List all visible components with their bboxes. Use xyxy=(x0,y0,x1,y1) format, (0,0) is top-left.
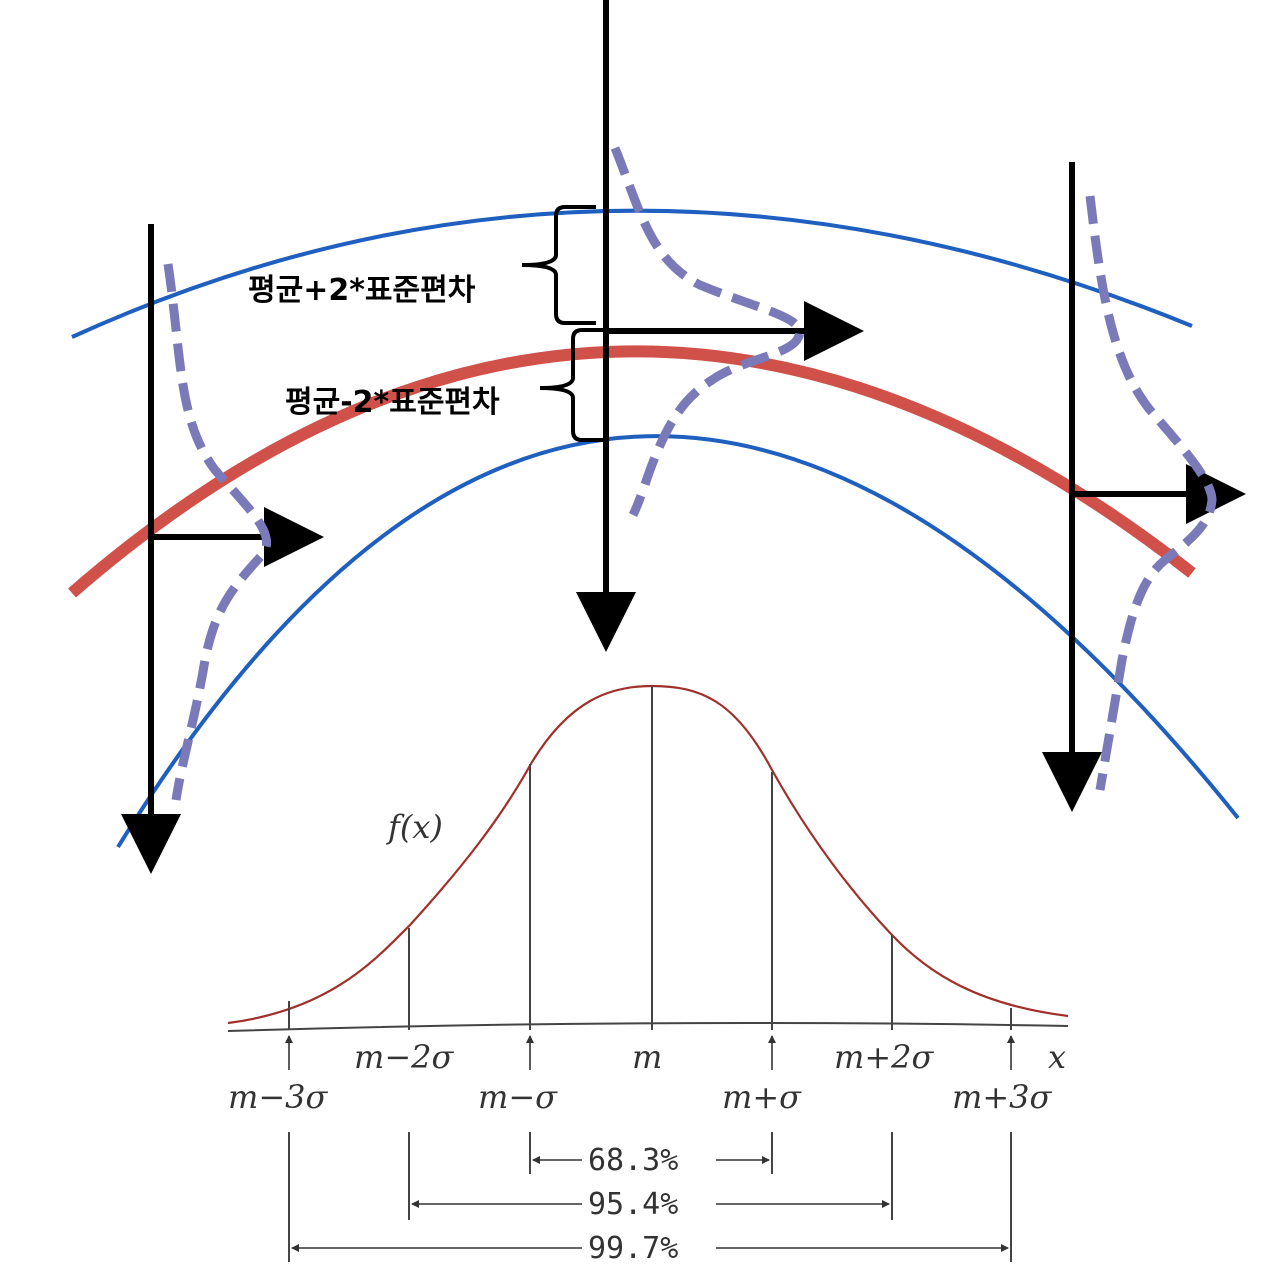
upper-brace xyxy=(521,205,596,325)
right-density-curve xyxy=(1085,195,1217,791)
x-axis-label: x xyxy=(1048,1038,1066,1076)
bell-curve-diagram: f(x) x m−2σ m m+2σ m−3σ m−σ m+σ m+3σ 68.… xyxy=(227,684,1069,1266)
range-99-label: 99.7% xyxy=(588,1231,678,1266)
tick-m-plus-3s: m+3σ xyxy=(952,1078,1053,1116)
tick-m-plus-2s: m+2σ xyxy=(834,1038,935,1076)
tick-m: m xyxy=(632,1038,662,1076)
tick-m-minus-s: m−σ xyxy=(478,1078,558,1116)
function-label: f(x) xyxy=(386,808,443,846)
tick-m-plus-s: m+σ xyxy=(722,1078,802,1116)
range-95-label: 95.4% xyxy=(588,1187,678,1222)
lower-band-curve xyxy=(116,434,1240,849)
tick-m-minus-2s: m−2σ xyxy=(354,1038,455,1076)
lower-band-label: 평균-2*표준편차 xyxy=(285,385,500,420)
left-density-curve xyxy=(163,263,272,801)
center-density-curve xyxy=(610,146,805,518)
band-diagram: 평균+2*표준편차 평균-2*표준편차 xyxy=(68,0,1246,874)
bell-curve xyxy=(227,684,1069,1025)
x-axis-line xyxy=(227,1021,1069,1032)
range-68-label: 68.3% xyxy=(588,1143,678,1178)
mean-curve xyxy=(68,345,1196,598)
upper-band-curve xyxy=(71,208,1193,339)
upper-band-label: 평균+2*표준편차 xyxy=(248,273,476,308)
tick-m-minus-3s: m−3σ xyxy=(228,1078,329,1116)
lower-brace xyxy=(539,328,605,442)
